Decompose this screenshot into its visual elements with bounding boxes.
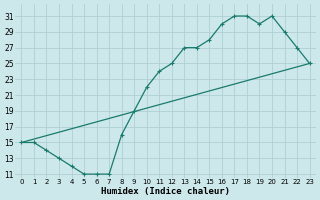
X-axis label: Humidex (Indice chaleur): Humidex (Indice chaleur) xyxy=(101,187,230,196)
